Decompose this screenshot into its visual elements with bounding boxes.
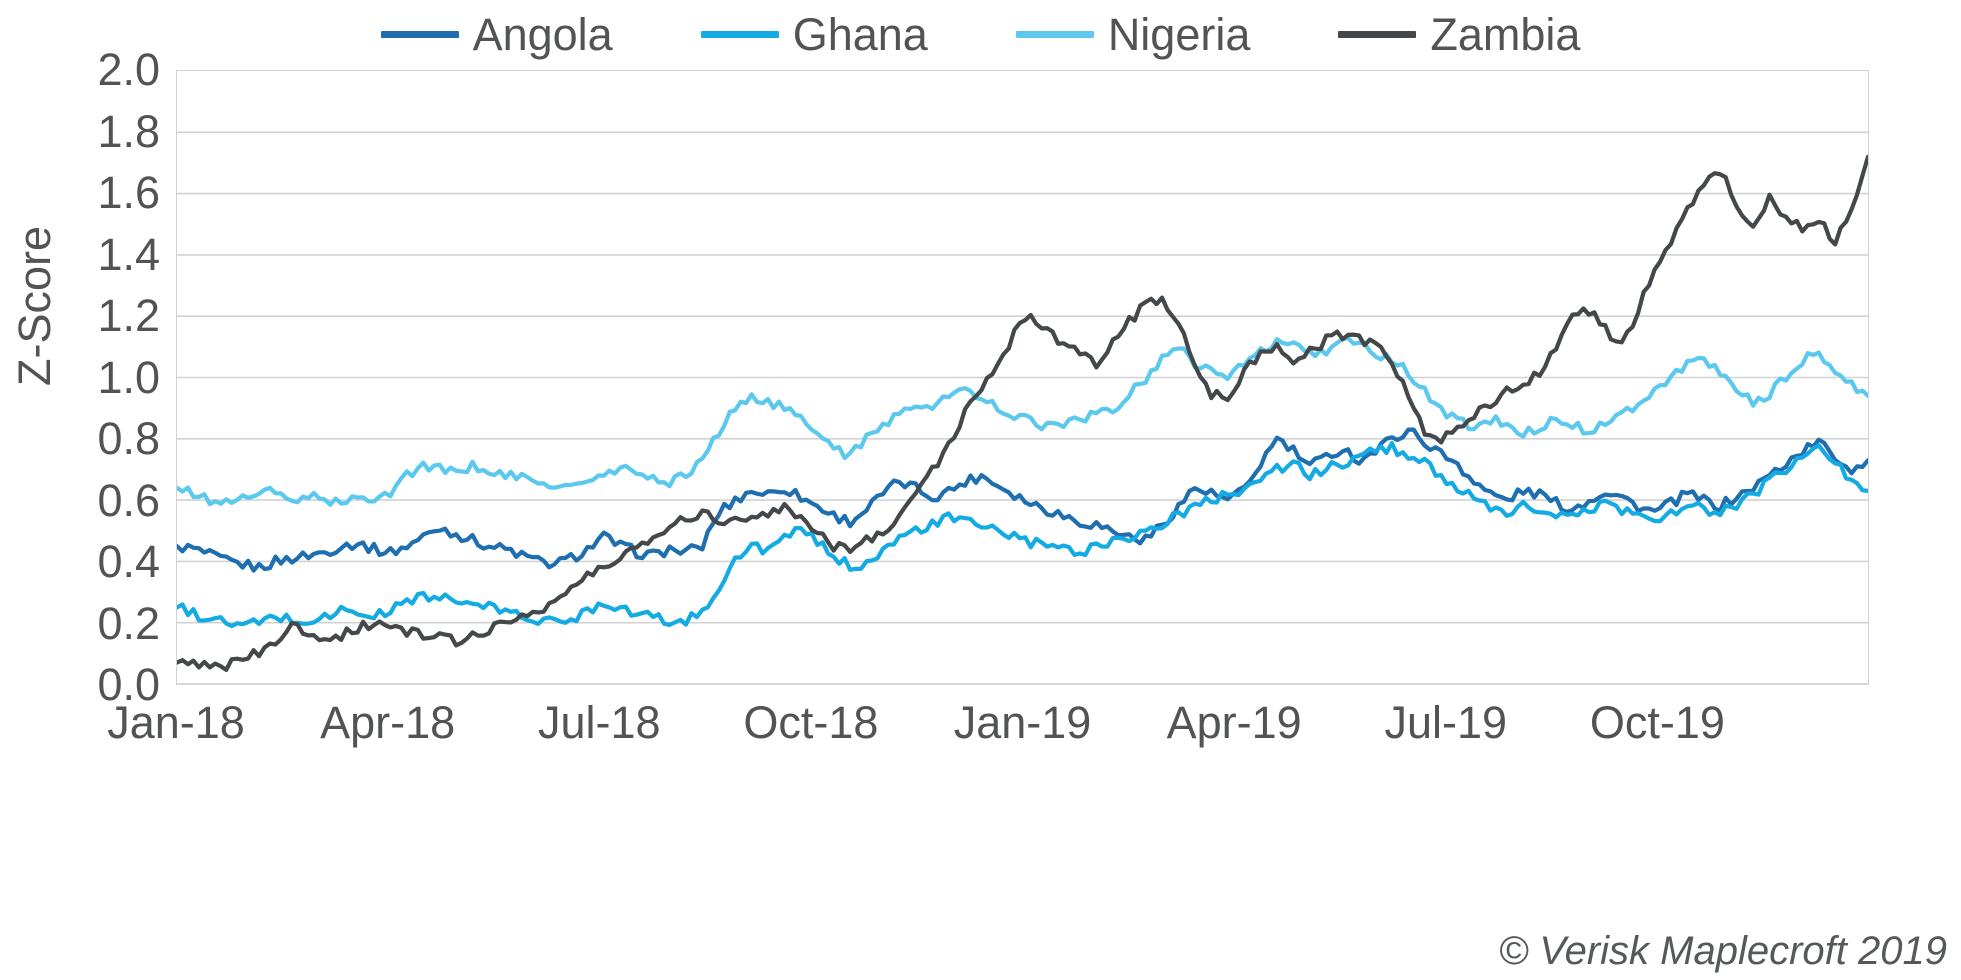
x-axis-tick-label: Jan-19 [953, 697, 1092, 748]
y-axis-tick-label: 1.0 [97, 351, 160, 403]
x-axis-tick-label: Oct-19 [1589, 697, 1725, 748]
x-axis-tick-label: Apr-18 [320, 697, 456, 748]
legend-swatch-ghana [700, 30, 779, 38]
plot-area [176, 70, 1869, 685]
y-axis-tick-label: 0.8 [97, 413, 160, 464]
legend-swatch-nigeria [1015, 30, 1094, 38]
series-lines [177, 157, 1868, 670]
series-line-ghana [177, 443, 1868, 626]
legend-label-angola: Angola [472, 8, 613, 60]
series-line-nigeria [177, 338, 1868, 505]
copyright-notice: © Verisk Maplecroft 2019 [1498, 929, 1947, 973]
legend-item-zambia[interactable]: Zambia [1338, 12, 1580, 57]
legend-swatch-zambia [1338, 30, 1417, 38]
x-axis-tick-label: Jan-18 [107, 697, 245, 748]
y-axis-tick-label: 1.2 [97, 290, 160, 341]
x-axis-tick-label: Apr-19 [1166, 697, 1302, 748]
series-line-angola [177, 430, 1868, 571]
chart-legend: Angola Ghana Nigeria Zambia [0, 6, 1961, 62]
legend-item-ghana[interactable]: Ghana [700, 8, 928, 60]
y-axis-tick-label: 0.4 [97, 536, 160, 587]
legend-label-nigeria: Nigeria [1107, 8, 1251, 60]
legend-label-ghana: Ghana [792, 8, 928, 60]
y-axis-tick-label: 0.2 [97, 597, 160, 649]
y-axis-tick-label: 0.0 [97, 659, 160, 710]
y-axis-tick-label: 1.6 [97, 167, 160, 218]
y-axis-tick-label: 1.8 [97, 105, 160, 157]
y-axis-tick-labels: 2.0 1.8 1.6 1.4 1.2 1.0 0.8 0.6 0.4 0.2 0.0 [0, 0, 160, 980]
legend-swatch-angola [380, 30, 459, 38]
x-axis-tick-label: Oct-18 [743, 697, 879, 748]
x-axis-tick-label: Jul-18 [537, 697, 661, 748]
plot-svg [177, 131, 1868, 684]
y-axis-tick-label: 0.6 [97, 474, 160, 526]
x-axis-tick-label: Jul-19 [1384, 697, 1508, 748]
legend-item-angola[interactable]: Angola [380, 8, 613, 60]
y-axis-tick-label: 1.4 [97, 228, 160, 280]
legend-label-zambia: Zambia [1430, 8, 1581, 60]
y-axis-tick-label: 2.0 [97, 44, 160, 95]
legend-item-nigeria[interactable]: Nigeria [1015, 8, 1251, 60]
series-line-zambia [177, 157, 1868, 670]
